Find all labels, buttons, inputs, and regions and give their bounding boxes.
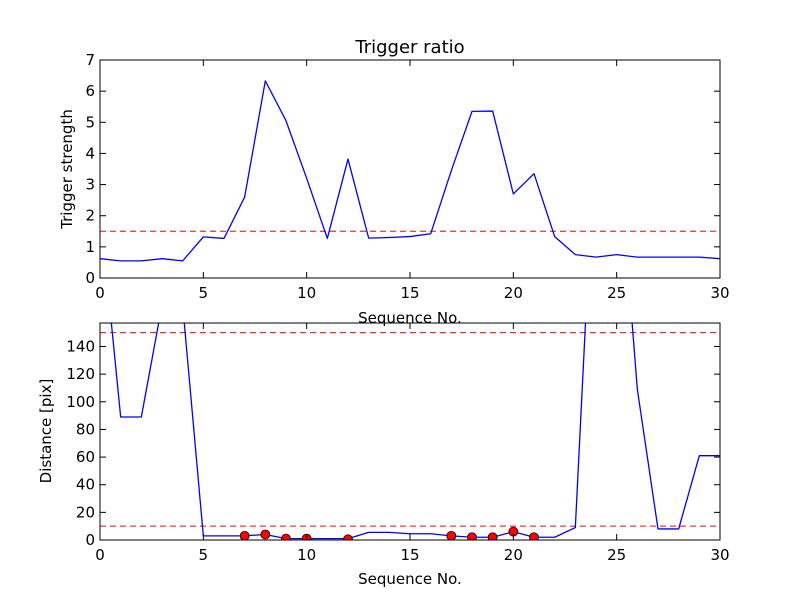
top-chart-y-tick-label: 3 bbox=[85, 176, 95, 194]
top-chart-y-tick-label: 7 bbox=[85, 51, 95, 69]
bottom-chart: 0 5 10 15 20 25 30 0 20 40 60 80 100 120 140 Sequence… bbox=[37, 322, 730, 588]
bottom-chart-y-tick-label: 40 bbox=[76, 476, 95, 494]
bottom-chart-y-tick-label: 80 bbox=[76, 420, 95, 438]
top-chart-y-tick-label: 6 bbox=[85, 82, 95, 100]
top-chart-x-ticks: 0 5 10 15 20 25 30 bbox=[95, 60, 730, 302]
bottom-chart-y-ticks: 0 20 40 60 80 100 120 140 bbox=[66, 337, 720, 549]
top-chart-x-tick-label: 10 bbox=[297, 284, 316, 302]
top-chart-y-axis-label: Trigger strength bbox=[58, 109, 76, 230]
bottom-chart-data-point bbox=[343, 534, 353, 540]
bottom-chart-y-tick-label: 120 bbox=[66, 365, 95, 383]
top-chart-series bbox=[100, 80, 720, 262]
top-chart-x-tick-label: 20 bbox=[504, 284, 523, 302]
bottom-chart-x-tick-label: 25 bbox=[607, 546, 626, 564]
top-chart-x-tick-label: 25 bbox=[607, 284, 626, 302]
bottom-chart-x-ticks: 0 5 10 15 20 25 30 bbox=[95, 323, 730, 564]
bottom-chart-y-axis-label: Distance [pix] bbox=[37, 379, 55, 484]
bottom-chart-x-tick-label: 30 bbox=[710, 546, 729, 564]
bottom-chart-x-tick-label: 20 bbox=[504, 546, 523, 564]
top-chart-x-tick-label: 15 bbox=[400, 284, 419, 302]
bottom-chart-data-point bbox=[446, 530, 457, 540]
bottom-chart-y-tick-label: 60 bbox=[76, 448, 95, 466]
bottom-chart-y-tick-label: 100 bbox=[66, 393, 95, 411]
top-chart-y-tick-label: 4 bbox=[85, 144, 95, 162]
bottom-chart-y-tick-label: 0 bbox=[85, 531, 95, 549]
bottom-chart-x-tick-label: 5 bbox=[199, 546, 209, 564]
bottom-chart-y-tick-label: 140 bbox=[66, 337, 95, 355]
bottom-chart-x-tick-label: 10 bbox=[297, 546, 316, 564]
top-chart-x-tick-label: 30 bbox=[710, 284, 729, 302]
top-chart-x-tick-label: 0 bbox=[95, 284, 105, 302]
bottom-chart-data-point bbox=[260, 529, 271, 540]
bottom-chart-data-point bbox=[487, 532, 498, 540]
bottom-chart-data-point bbox=[239, 530, 250, 540]
bottom-chart-data-point bbox=[281, 533, 291, 540]
top-chart-y-tick-label: 0 bbox=[85, 269, 95, 287]
top-chart-y-tick-label: 1 bbox=[85, 238, 95, 256]
bottom-chart-data-point bbox=[467, 532, 477, 540]
bottom-chart-x-tick-label: 0 bbox=[95, 546, 105, 564]
top-chart-y-tick-label: 2 bbox=[85, 207, 95, 225]
bottom-chart-y-tick-label: 20 bbox=[76, 503, 95, 521]
top-chart-series-line bbox=[100, 80, 720, 262]
bottom-chart-x-tick-label: 15 bbox=[400, 546, 419, 564]
top-chart-title: Trigger ratio bbox=[354, 37, 464, 58]
bottom-chart-data-point bbox=[529, 532, 539, 540]
bottom-chart-x-axis-label: Sequence No. bbox=[358, 570, 462, 588]
top-chart-x-tick-label: 5 bbox=[199, 284, 209, 302]
bottom-chart-threshold-lines bbox=[100, 332, 720, 527]
top-chart-y-tick-label: 5 bbox=[85, 113, 95, 131]
top-chart-y-ticks: 0 1 2 3 4 5 6 7 bbox=[85, 51, 720, 287]
